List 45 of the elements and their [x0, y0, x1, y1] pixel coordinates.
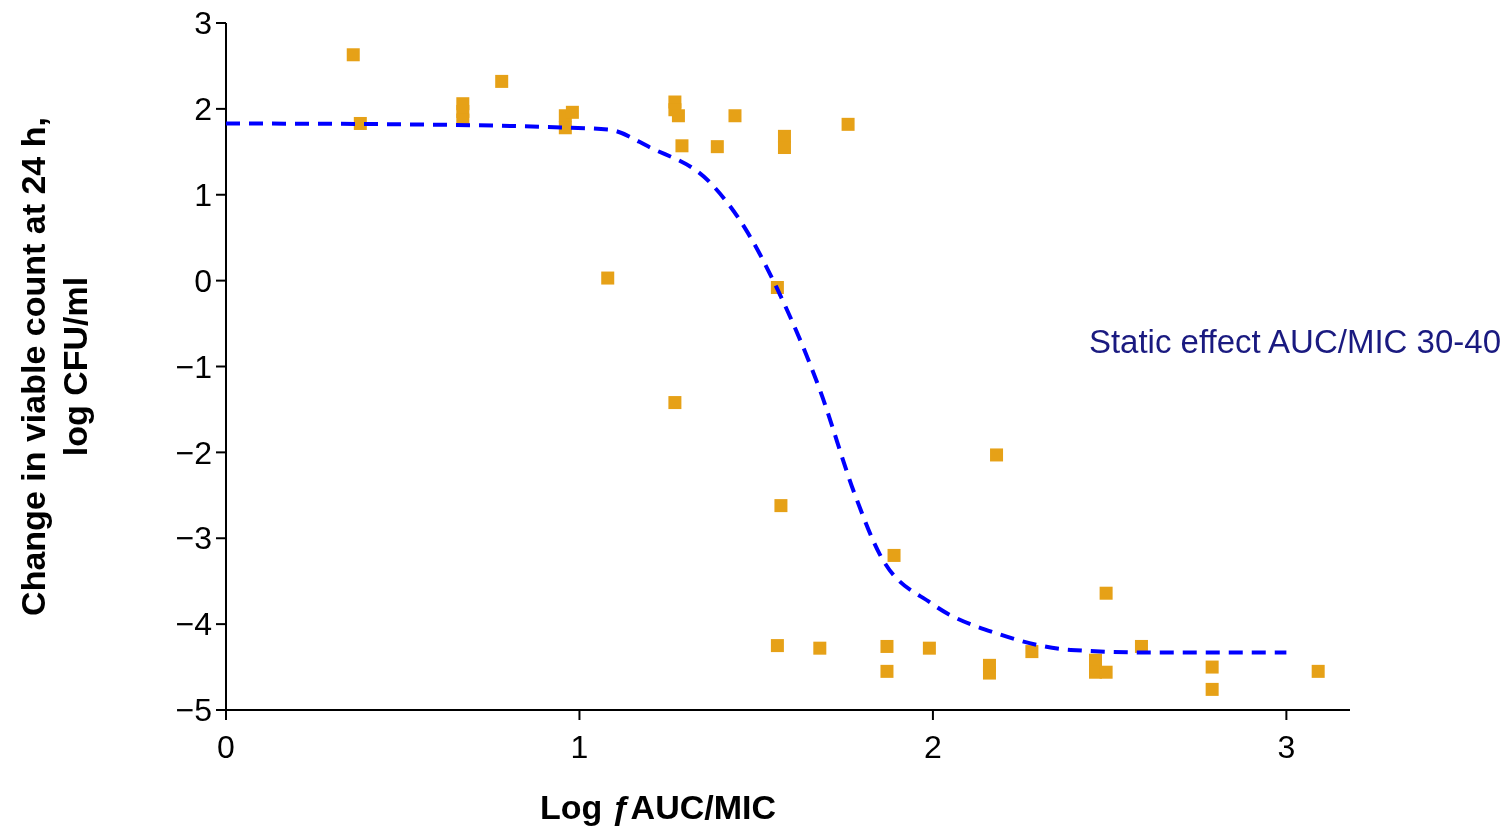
y-tick-label: −4	[175, 606, 212, 643]
point	[558, 121, 572, 135]
point	[813, 641, 827, 655]
point	[880, 664, 894, 678]
y-tick-label: 1	[194, 176, 212, 213]
annotation: Static effect AUC/MIC 30-40	[1088, 322, 1501, 360]
y-tick-label: −3	[175, 520, 212, 557]
point	[601, 271, 615, 285]
point	[728, 109, 742, 123]
x-tick-label: 1	[570, 729, 589, 765]
point	[565, 105, 579, 119]
x-tick-label: 2	[924, 729, 942, 765]
y-tick-label: −2	[175, 434, 212, 471]
point	[887, 548, 901, 562]
point	[982, 666, 996, 680]
point	[495, 74, 509, 88]
y-tick-label: 3	[194, 5, 212, 42]
point	[841, 117, 855, 131]
point	[770, 639, 784, 653]
x-tick-label: 3	[1277, 729, 1296, 765]
point	[346, 48, 360, 62]
point	[1025, 645, 1039, 659]
point	[990, 448, 1004, 462]
point	[710, 140, 724, 154]
point	[675, 139, 689, 153]
point	[668, 396, 682, 410]
point	[353, 116, 367, 130]
point	[1205, 682, 1219, 696]
point	[777, 141, 791, 155]
point	[1089, 653, 1103, 667]
point	[880, 639, 894, 653]
point	[1311, 664, 1325, 678]
x-axis-title: Log ƒAUC/MIC	[539, 788, 777, 826]
point	[1099, 665, 1113, 679]
point	[671, 109, 685, 123]
point	[1205, 660, 1219, 674]
y-tick-label: −1	[175, 348, 212, 385]
y-tick-label: 2	[194, 91, 212, 128]
y-tick-label: −5	[175, 692, 212, 729]
x-tick-label: 0	[217, 729, 235, 765]
y-axis-title: Change in viable count at 24 h, log CFU/ml	[14, 117, 94, 616]
point	[1099, 586, 1113, 600]
y-tick-label: 0	[194, 262, 212, 299]
point	[774, 499, 788, 513]
point	[922, 641, 936, 655]
